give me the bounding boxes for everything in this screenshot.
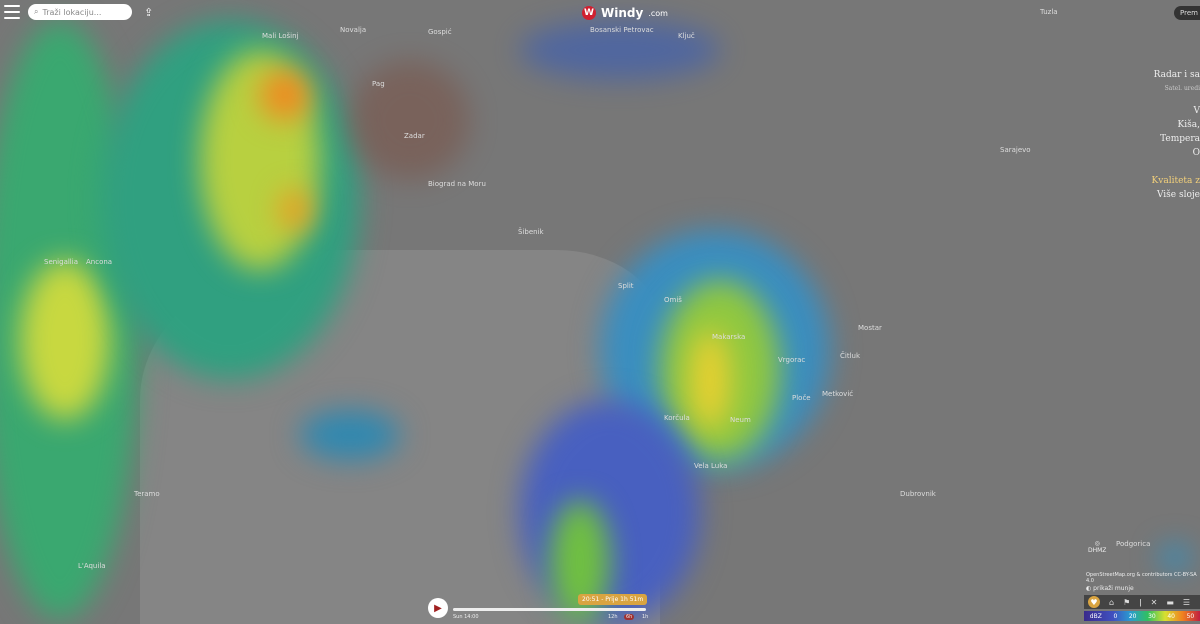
timeline-tooltip: 20:51 - Prije 1h 51m (578, 594, 648, 605)
city-label: Mali Lošinj (262, 32, 299, 40)
timeline: ▶ 20:51 - Prije 1h 51m Sun 14:00 12h 6h … (428, 594, 658, 622)
layer-toolbar: ♥ ⌂ ⚑ ǀ ✕ ▬ ☰ (1084, 595, 1200, 609)
menu-item-air-quality[interactable]: Kvaliteta z (1151, 176, 1200, 186)
city-label: Podgorica (1116, 540, 1151, 548)
city-label: Biograd na Moru (428, 180, 486, 188)
city-label: Ploče (792, 394, 811, 402)
menu-sub[interactable]: Satel. uredi (1164, 85, 1200, 92)
city-label: Senigallia (44, 258, 78, 266)
search-placeholder: Traži lokaciju... (42, 7, 102, 17)
radar-echo (1160, 545, 1190, 570)
timeline-slider[interactable] (453, 608, 646, 611)
home-icon[interactable]: ⌂ (1109, 597, 1115, 607)
legend-unit: dBZ (1089, 612, 1102, 620)
menu-item-active[interactable]: V (1193, 106, 1200, 116)
menu-item-temperature[interactable]: Tempera (1160, 134, 1200, 144)
city-label: Tuzla (1040, 8, 1058, 16)
radar-echo (520, 20, 720, 80)
menu-item-radar[interactable]: Radar i sa (1153, 70, 1200, 80)
city-label: Sarajevo (1000, 146, 1031, 154)
legend-tick: 20 (1128, 612, 1137, 620)
radar-echo (260, 70, 310, 120)
timeline-range-1h[interactable]: 1h (642, 614, 649, 620)
toggle-lightning-label: prikaži munje (1093, 585, 1134, 592)
radar-echo (520, 400, 700, 624)
menu-item-rain[interactable]: Kiša, (1177, 120, 1200, 130)
city-label: Vela Luka (694, 462, 728, 470)
wifi-icon[interactable]: ☰ (1182, 597, 1191, 607)
layer-menu: Radar i sa Satel. uredi V Kiša, Tempera … (1152, 68, 1200, 202)
city-label: Ključ (678, 32, 695, 40)
search-input[interactable]: ⌕ Traži lokaciju... (28, 4, 132, 20)
search-icon: ⌕ (34, 7, 39, 16)
radar-echo (20, 260, 110, 420)
windy-logo[interactable]: W Windy .com (582, 6, 668, 20)
radar-echo (690, 330, 730, 430)
city-label: Gospić (428, 28, 452, 36)
flag-icon[interactable]: ⚑ (1123, 597, 1131, 607)
dhmz-logo: ◎ DHMZ (1088, 540, 1107, 554)
legend-tick: 40 (1167, 612, 1175, 620)
city-label: Neum (730, 416, 751, 424)
windy-logo-icon: W (582, 6, 596, 20)
city-label: Novalja (340, 26, 367, 34)
radar-echo (300, 410, 400, 460)
legend-tick: 50 (1186, 612, 1195, 620)
legend-tick: 0 (1113, 612, 1118, 620)
city-label: Metković (822, 390, 854, 398)
radar-echo (350, 60, 470, 180)
city-label: Dubrovnik (900, 490, 936, 498)
city-label: L'Aquila (78, 562, 106, 570)
premium-button[interactable]: Prem (1174, 6, 1200, 20)
city-label: Zadar (404, 132, 425, 140)
premium-label: Prem (1180, 9, 1198, 17)
heart-icon[interactable]: ♥ (1088, 596, 1100, 608)
logo-text: Windy (601, 6, 644, 20)
timeline-range-6h[interactable]: 6h (624, 614, 635, 620)
toggles: ◐ prikaži munje (1086, 585, 1134, 592)
color-legend: dBZ 0 20 30 40 50 (1084, 611, 1200, 621)
logo-suffix: .com (648, 8, 668, 18)
city-label: Čitluk (840, 352, 861, 360)
attribution[interactable]: OpenStreetMap.org & contributors CC-BY-S… (1086, 572, 1197, 584)
radar-echo (280, 190, 310, 230)
city-label: Vrgorac (778, 356, 806, 364)
city-label: Pag (372, 80, 385, 88)
info-icon[interactable]: ǀ (1139, 597, 1142, 607)
city-label: Teramo (134, 490, 160, 498)
dhmz-label: DHMZ (1088, 547, 1107, 554)
share-icon[interactable]: ⇪ (144, 5, 154, 19)
city-label: Ancona (86, 258, 113, 266)
city-label: Bosanski Petrovac (590, 26, 654, 34)
timeline-start-label: Sun 14:00 (453, 614, 479, 620)
top-bar: ⌕ Traži lokaciju... ⇪ (4, 4, 153, 20)
radar-icon[interactable]: ▬ (1166, 597, 1174, 607)
city-label: Šibenik (518, 228, 544, 236)
timeline-range-12h[interactable]: 12h (608, 614, 618, 620)
city-label: Makarska (712, 333, 746, 341)
close-icon[interactable]: ✕ (1150, 597, 1158, 607)
city-label: Korčula (664, 414, 690, 422)
toggle-lightning[interactable]: ◐ (1086, 585, 1094, 592)
menu-item-clouds[interactable]: O (1192, 148, 1200, 158)
play-icon[interactable]: ▶ (428, 598, 448, 618)
hamburger-menu-icon[interactable] (4, 5, 20, 19)
legend-tick: 30 (1148, 612, 1156, 620)
city-label: Mostar (858, 324, 882, 332)
city-label: Split (618, 282, 634, 290)
city-label: Omiš (664, 296, 682, 304)
menu-item-more-layers[interactable]: Više sloje (1156, 190, 1200, 200)
